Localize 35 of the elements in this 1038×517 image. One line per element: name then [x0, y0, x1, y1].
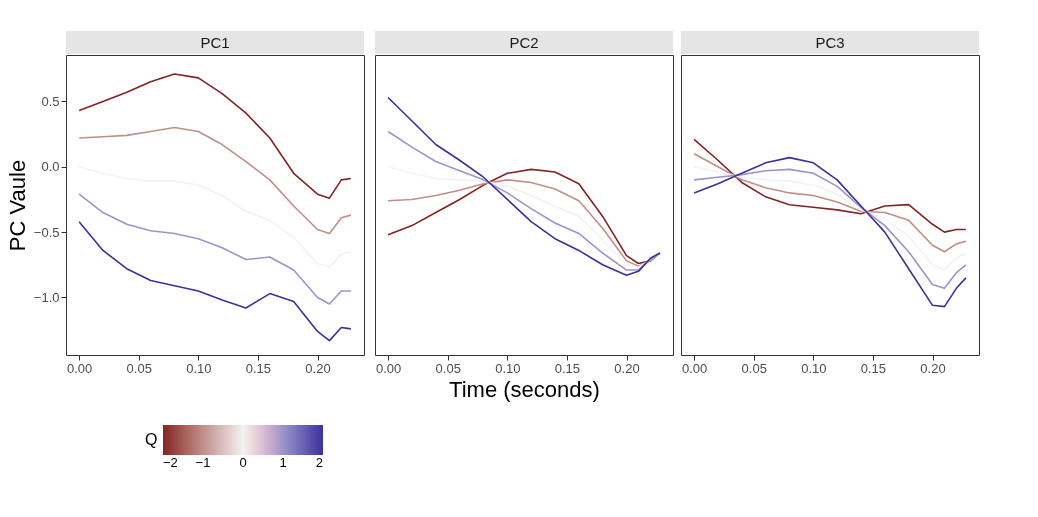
y-tick-label: −0.5	[33, 224, 60, 240]
line-series	[78, 165, 352, 269]
y-axis-title: PC Vaule	[4, 159, 30, 252]
x-tick-label: 0.00	[375, 360, 402, 376]
chart-title: PC1	[200, 34, 230, 51]
x-tick-label: 0.10	[186, 360, 212, 376]
line-series	[78, 73, 352, 199]
color-bar-label: −2	[163, 455, 178, 470]
line-series	[78, 126, 352, 235]
x-tick-label: 0.10	[495, 360, 521, 376]
x-tick-label: 0.15	[245, 360, 272, 376]
x-tick-label: 0.05	[741, 360, 767, 376]
x-tick-label: 0.15	[860, 360, 887, 376]
color-bar-label: −1	[195, 455, 211, 470]
color-bar-label: 2	[315, 455, 323, 470]
x-tick-label: 0.00	[681, 360, 708, 376]
color-bar-label: 0	[239, 455, 247, 470]
y-tick-label: 0.0	[41, 159, 60, 175]
line-series	[78, 193, 352, 305]
chart-title: PC3	[815, 34, 845, 51]
x-tick-label: 0.20	[305, 360, 331, 376]
color-bar-label: 1	[279, 455, 287, 470]
x-tick-label: 0.15	[554, 360, 581, 376]
y-tick-label: 0.5	[41, 93, 60, 109]
color-bar-title: Q	[145, 431, 158, 448]
y-tick-label: −1.0	[33, 289, 60, 305]
chart-title: PC2	[509, 34, 539, 51]
x-tick-label: 0.20	[614, 360, 640, 376]
x-tick-label: 0.10	[801, 360, 827, 376]
x-tick-label: 0.05	[435, 360, 461, 376]
x-tick-label: 0.00	[66, 360, 93, 376]
line-series	[78, 220, 352, 342]
x-axis-title: Time (seconds)	[449, 376, 600, 402]
x-tick-label: 0.20	[920, 360, 946, 376]
x-tick-label: 0.05	[126, 360, 152, 376]
